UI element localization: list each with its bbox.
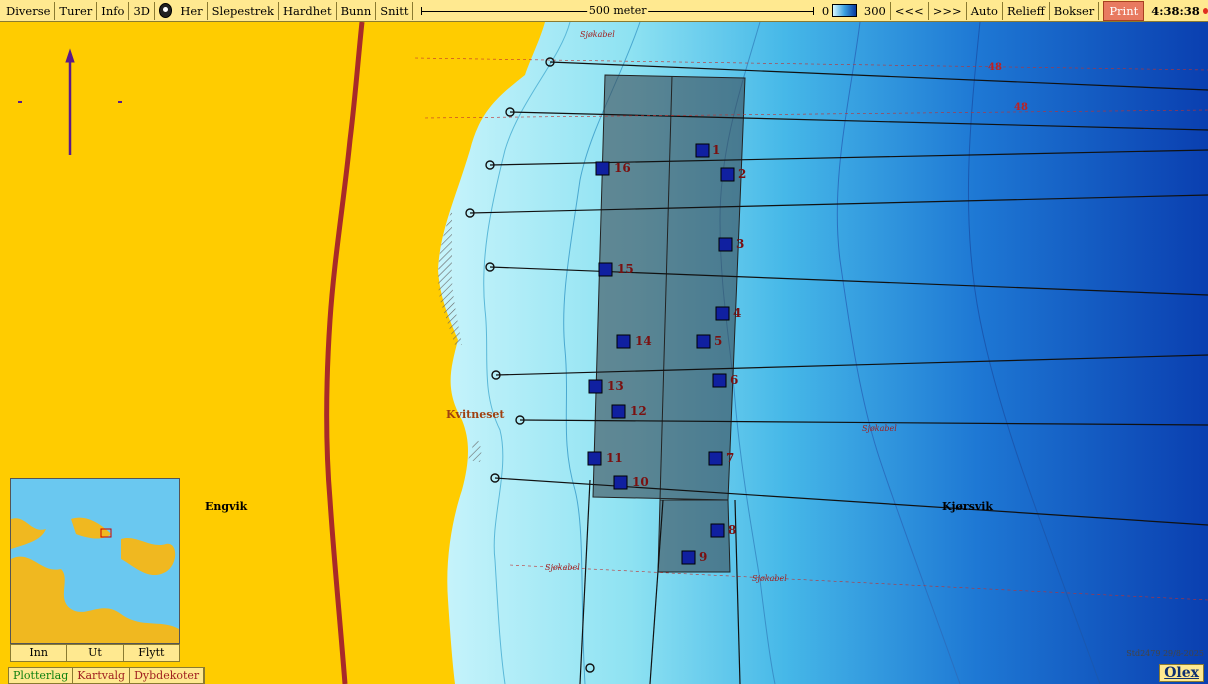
olex-logo[interactable]: Olex	[1159, 664, 1204, 682]
minimap-controls: Inn Ut Flytt	[10, 644, 180, 662]
depth-gradient[interactable]	[832, 4, 857, 17]
depth-min: 0	[821, 3, 830, 18]
north-arrow-icon	[18, 48, 122, 155]
menu-snitt[interactable]: Snitt	[376, 1, 414, 20]
waypoint-label-2: 2	[738, 167, 747, 181]
waypoint-label-12: 12	[630, 404, 647, 418]
depth-max: 300	[860, 1, 891, 20]
label-kjorsvik: Kjørsvik	[942, 500, 994, 513]
waypoint-label-15: 15	[617, 262, 634, 276]
waypoint-label-9: 9	[699, 550, 708, 564]
tab-plotterlag[interactable]: Plotterlag	[9, 668, 74, 683]
chart-map[interactable]	[0, 22, 1208, 684]
cable-label-mid: Sjøkabel	[862, 424, 897, 433]
scale-bar: 500 meter	[421, 2, 814, 20]
menu-hardhet[interactable]: Hardhet	[279, 1, 337, 20]
waypoint-label-1: 1	[712, 143, 721, 157]
move-button[interactable]: Flytt	[138, 646, 165, 659]
waypoint-label-3: 3	[736, 237, 745, 251]
cable-label-top: Sjøkabel	[580, 30, 615, 39]
toolbar: Diverse Turer Info 3D Her Slepestrek Har…	[0, 0, 1208, 22]
menu-3d[interactable]: 3D	[129, 1, 155, 20]
scale-label: 500 meter	[586, 3, 649, 17]
overview-minimap[interactable]	[10, 478, 180, 644]
waypoint-label-7: 7	[726, 451, 735, 465]
waypoint-label-10: 10	[632, 475, 649, 489]
print-button[interactable]: Print	[1103, 0, 1145, 21]
bokser-button[interactable]: Bokser	[1050, 1, 1100, 20]
sea-area	[438, 22, 1208, 684]
zoom-in-button[interactable]: Inn	[11, 645, 68, 661]
depth-mark-2: 48	[1014, 102, 1028, 113]
menu-slepestrek[interactable]: Slepestrek	[208, 1, 279, 20]
depth-mark-1: 48	[988, 62, 1002, 73]
waypoint-label-4: 4	[733, 306, 742, 320]
waypoint-label-11: 11	[606, 451, 623, 465]
cable-label-left: Sjøkabel	[545, 563, 580, 572]
waypoint-label-16: 16	[614, 161, 631, 175]
survey-grid	[592, 74, 746, 573]
target-icon[interactable]	[158, 3, 173, 18]
auto-button[interactable]: Auto	[967, 1, 1003, 20]
next-button[interactable]: >>>	[929, 1, 967, 20]
zoom-out-button[interactable]: Ut	[67, 645, 124, 661]
chart-stamp: Std2479 29/8-2025	[1126, 649, 1204, 658]
waypoint-label-14: 14	[635, 334, 652, 348]
label-engvik: Engvik	[205, 500, 248, 513]
waypoints	[587, 143, 735, 565]
bottom-tabs: Plotterlag Kartvalg Dybdekoter	[8, 667, 206, 684]
menu-her[interactable]: Her	[176, 1, 208, 20]
tab-kartvalg[interactable]: Kartvalg	[73, 668, 131, 683]
waypoint-label-6: 6	[730, 373, 739, 387]
relieff-button[interactable]: Relieff	[1003, 1, 1050, 20]
status-dot-icon	[1202, 7, 1208, 14]
label-kvitneset: Kvitneset	[446, 408, 505, 421]
menu-bunn[interactable]: Bunn	[337, 1, 377, 20]
waypoint-label-5: 5	[714, 334, 723, 348]
cable-label-right: Sjøkabel	[752, 574, 787, 583]
menu-info[interactable]: Info	[97, 1, 130, 20]
clock: 4:38:38	[1151, 3, 1200, 18]
prev-button[interactable]: <<<	[891, 1, 929, 20]
coastal-road	[324, 22, 365, 684]
waypoint-label-13: 13	[607, 379, 624, 393]
tab-dybdekoter[interactable]: Dybdekoter	[130, 668, 205, 683]
menu-diverse[interactable]: Diverse	[0, 1, 56, 20]
waypoint-label-8: 8	[728, 523, 737, 537]
menu-turer[interactable]: Turer	[55, 1, 98, 20]
